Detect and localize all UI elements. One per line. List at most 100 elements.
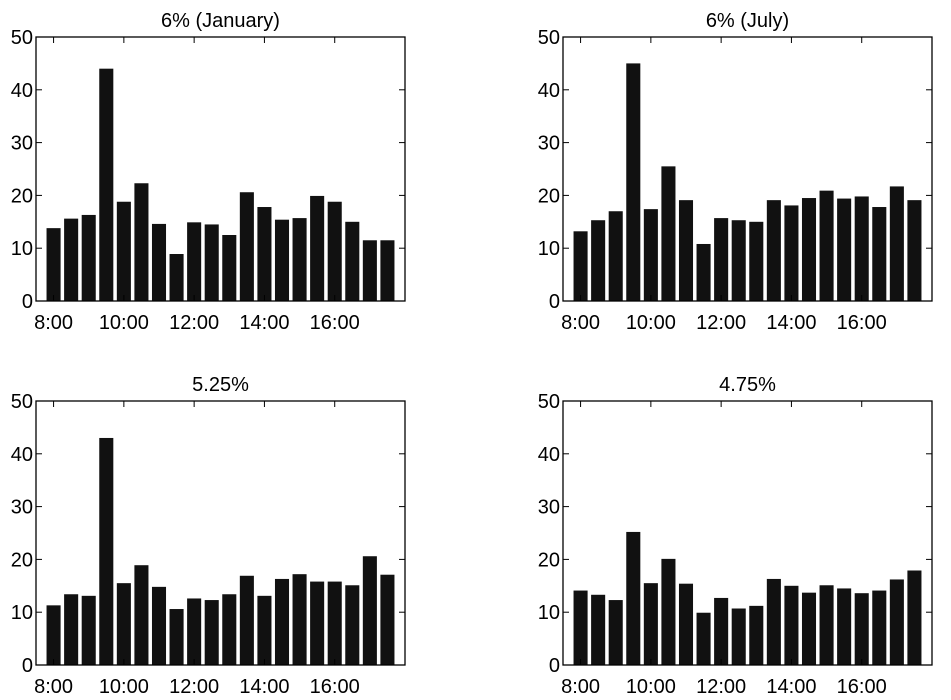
y-tick-label: 20 <box>538 549 560 571</box>
y-tick-label: 0 <box>22 291 33 313</box>
bar <box>872 207 887 301</box>
axes-frame <box>562 36 933 302</box>
bar <box>608 600 623 665</box>
x-tick-label: 10:00 <box>99 312 149 334</box>
bar <box>661 166 676 301</box>
x-tick-label: 16:00 <box>310 312 360 334</box>
bar <box>151 223 167 301</box>
bar <box>169 254 184 301</box>
x-tick-label: 10:00 <box>626 676 676 698</box>
bar <box>678 200 694 301</box>
y-tick-label: 30 <box>11 497 33 519</box>
bar <box>714 218 729 301</box>
bar <box>81 214 96 301</box>
bar <box>854 196 869 301</box>
bar <box>151 586 167 665</box>
bar <box>907 570 922 665</box>
y-tick-label: 10 <box>11 602 33 624</box>
axes-frame <box>35 36 406 302</box>
x-tick-label: 14:00 <box>239 676 289 698</box>
y-tick-label: 10 <box>538 602 560 624</box>
y-tick-label: 40 <box>11 444 33 466</box>
bar <box>661 558 676 665</box>
x-tick-label: 8:00 <box>34 676 73 698</box>
bar <box>345 585 360 665</box>
bar <box>274 578 290 665</box>
bar <box>64 594 79 665</box>
bar <box>714 597 729 665</box>
x-tick-label: 8:00 <box>561 676 600 698</box>
bar <box>872 590 887 665</box>
bar <box>731 220 746 301</box>
y-tick-label: 40 <box>538 80 560 102</box>
x-tick-label: 16:00 <box>837 312 887 334</box>
chart-panel-4: 0 10 20 30 40 50 8:00 10:00 12:00 14:00 16:00 4.75% <box>538 374 933 698</box>
chart-panel-3: 0 10 20 30 40 50 8:00 10:00 12:00 14:00 16:00 5.25% <box>11 374 406 698</box>
bar <box>274 219 290 301</box>
bar <box>749 221 764 301</box>
bar <box>257 207 272 301</box>
bar <box>696 243 711 301</box>
bar <box>257 595 272 665</box>
bar <box>643 209 658 301</box>
x-tick-label: 14:00 <box>766 676 816 698</box>
bar <box>766 200 781 301</box>
bar <box>64 218 79 301</box>
axes-frame <box>35 400 406 666</box>
bar <box>292 218 307 301</box>
y-tick-label: 50 <box>11 391 33 413</box>
y-tick-label: 30 <box>538 497 560 519</box>
x-tick-label: 14:00 <box>239 312 289 334</box>
bar <box>626 531 641 665</box>
bar <box>187 598 202 665</box>
bar <box>837 588 852 665</box>
y-tick-label: 50 <box>11 27 33 49</box>
bar <box>907 200 922 301</box>
bar <box>784 205 799 301</box>
bar <box>591 220 606 301</box>
bar <box>310 581 325 665</box>
bar <box>222 594 237 665</box>
bar <box>696 612 711 665</box>
x-tick-label: 8:00 <box>34 312 73 334</box>
x-tick-label: 16:00 <box>837 676 887 698</box>
bar <box>204 600 219 665</box>
bar <box>837 198 852 301</box>
bar <box>134 565 149 665</box>
bar <box>116 583 131 665</box>
bar <box>608 211 623 301</box>
y-tick-label: 0 <box>549 291 560 313</box>
bar <box>99 68 114 302</box>
x-tick-label: 10:00 <box>99 676 149 698</box>
bar <box>819 585 834 665</box>
bar <box>854 593 869 665</box>
y-tick-label: 40 <box>538 444 560 466</box>
chart-title: 4.75% <box>719 374 776 396</box>
bar <box>239 192 254 301</box>
bar <box>889 579 904 665</box>
x-tick-label: 14:00 <box>766 312 816 334</box>
y-tick-label: 10 <box>538 238 560 260</box>
bar <box>345 221 360 301</box>
y-tick-label: 0 <box>22 655 33 677</box>
y-tick-label: 30 <box>11 133 33 155</box>
bar <box>204 224 219 301</box>
chart-panel-1: 0 10 20 30 40 50 8:00 10:00 12:00 14:00 16:00 6% (J… <box>11 10 406 334</box>
bar <box>99 437 114 665</box>
bar <box>222 235 237 301</box>
axes-frame <box>562 400 933 666</box>
x-tick-label: 12:00 <box>696 676 746 698</box>
bar <box>292 574 307 665</box>
y-tick-label: 30 <box>538 133 560 155</box>
bar <box>573 231 588 301</box>
bar <box>134 183 149 301</box>
y-tick-label: 20 <box>11 185 33 207</box>
bar <box>591 594 606 665</box>
bar <box>766 578 781 665</box>
bar <box>327 581 342 665</box>
chart-panel-2: 0 10 20 30 40 50 8:00 10:00 12:00 14:00 16:00 6% (J… <box>538 10 933 334</box>
y-tick-label: 40 <box>11 80 33 102</box>
bar <box>784 585 799 665</box>
bar <box>362 240 377 301</box>
